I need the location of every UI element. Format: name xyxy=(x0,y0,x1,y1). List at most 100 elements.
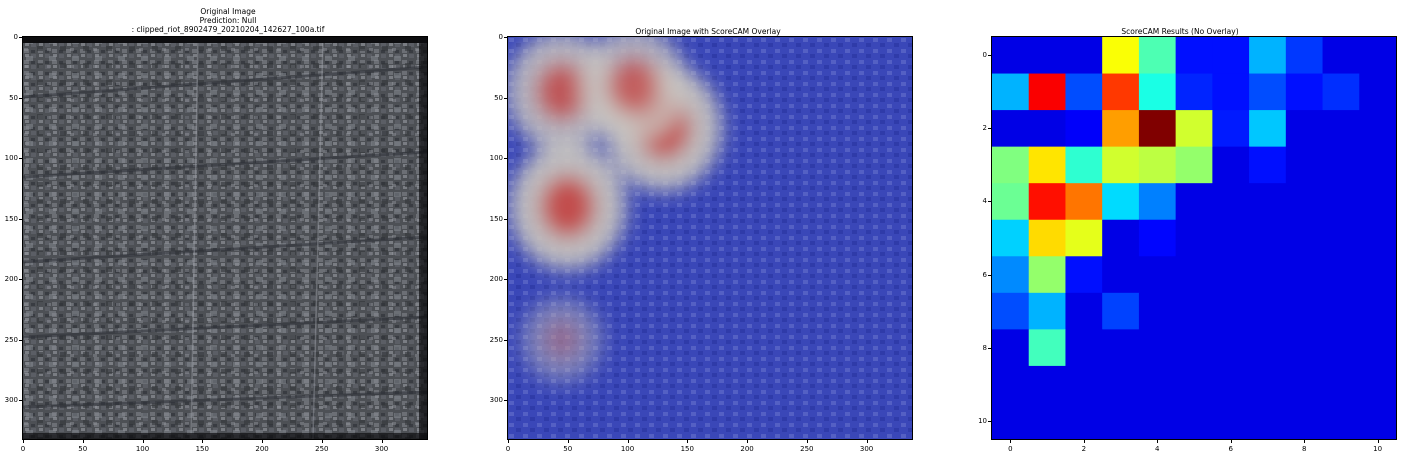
heatmap-cell xyxy=(1102,73,1140,111)
hotspot-core xyxy=(535,62,588,121)
x-tick-label: 0 xyxy=(505,445,511,453)
x-tick-mark xyxy=(1010,440,1012,443)
heatmap-cell xyxy=(1028,329,1066,367)
heatmap-cell xyxy=(1028,146,1066,184)
heatmap-cell xyxy=(1028,73,1066,111)
y-tick-mark xyxy=(19,97,22,99)
heatmap-cell xyxy=(1212,292,1250,330)
x-tick-mark xyxy=(1230,440,1232,443)
heatmap-cell xyxy=(1249,37,1287,75)
heatmap-cell xyxy=(1285,183,1324,221)
heatmap-cell xyxy=(1065,329,1103,367)
heatmap-cell xyxy=(1212,110,1250,148)
x-tick-mark xyxy=(687,440,689,443)
heatmap-cell xyxy=(1138,183,1177,221)
y-tick-mark xyxy=(504,37,507,38)
x-tick-mark xyxy=(567,440,569,443)
original-image-axes xyxy=(22,36,428,440)
y-tick-mark xyxy=(19,218,22,220)
heatmap-cell xyxy=(1138,146,1177,184)
heatmap-cell xyxy=(1359,110,1396,148)
y-tick-label: 100 xyxy=(4,154,18,163)
heatmap-cell xyxy=(1249,110,1287,148)
x-tick-mark xyxy=(627,440,629,443)
heatmap-cell xyxy=(1175,183,1213,221)
y-tick-label: 200 xyxy=(4,275,18,284)
heatmap-cell xyxy=(1102,110,1140,148)
y-tick-label: 300 xyxy=(4,396,18,405)
heatmap-cell xyxy=(1028,402,1066,439)
y-tick-mark xyxy=(988,274,991,276)
heatmap-cell xyxy=(1212,402,1250,439)
original-title-line-3: : clipped_riot_8902479_20210204_142627_1… xyxy=(131,25,325,34)
y-tick-label: 250 xyxy=(4,335,18,344)
heatmap-cell xyxy=(1249,146,1287,184)
heatmap-cell xyxy=(1285,365,1324,403)
heatmap-cell xyxy=(1175,365,1213,403)
x-tick-label: 100 xyxy=(135,445,150,453)
heatmap-cell xyxy=(1138,329,1177,367)
y-tick-label: 6 xyxy=(982,270,987,279)
y-tick-mark xyxy=(988,55,991,57)
x-tick-mark xyxy=(1157,440,1159,443)
heatmap-axes xyxy=(991,36,1397,440)
heatmap-cell xyxy=(1138,402,1177,439)
x-tick-label: 10 xyxy=(1373,445,1383,453)
heatmap-cell xyxy=(1249,256,1287,294)
heatmap-cell xyxy=(1065,402,1103,439)
x-tick-mark xyxy=(321,440,323,443)
x-tick-mark xyxy=(508,440,509,443)
x-tick-mark xyxy=(23,440,24,443)
heatmap-cell xyxy=(1102,402,1140,439)
y-tick-label: 0 xyxy=(498,33,503,41)
heatmap-cell xyxy=(1322,73,1360,111)
heatmap-cell xyxy=(1212,146,1250,184)
heatmap-cell xyxy=(992,256,1030,294)
heatmap-cell xyxy=(1359,292,1396,330)
heatmap-cell xyxy=(1285,292,1324,330)
heatmap-cell xyxy=(1322,402,1360,439)
x-tick-label: 8 xyxy=(1301,445,1307,453)
heatmap-cell xyxy=(1175,292,1213,330)
y-tick-label: 2 xyxy=(982,124,987,133)
heatmap-cell xyxy=(1212,183,1250,221)
x-tick-label: 150 xyxy=(680,445,694,453)
heatmap-cell xyxy=(1359,402,1396,439)
x-tick-label: 200 xyxy=(255,445,269,453)
x-tick-label: 250 xyxy=(800,445,814,453)
heatmap-cell xyxy=(1065,183,1103,221)
heatmap-cell xyxy=(1102,256,1140,294)
heatmap-cell xyxy=(1322,219,1360,257)
heatmap-cell xyxy=(1028,37,1066,75)
heatmap-cell xyxy=(1028,365,1066,403)
x-tick-label: 50 xyxy=(563,445,573,453)
heatmap-cell xyxy=(1102,292,1140,330)
x-tick-label: 0 xyxy=(1008,445,1013,453)
heatmap-cell xyxy=(1175,329,1213,367)
y-tick-label: 300 xyxy=(489,396,503,405)
heatmap-cell xyxy=(1212,256,1250,294)
x-tick-mark xyxy=(747,440,749,443)
x-tick-mark xyxy=(262,440,264,443)
x-tick-label: 6 xyxy=(1228,445,1233,453)
heatmap-cell xyxy=(1138,110,1177,148)
y-tick-mark xyxy=(504,339,507,341)
heatmap-cell xyxy=(992,365,1030,403)
heatmap-cell xyxy=(1065,219,1103,257)
heatmap-cell xyxy=(1322,146,1360,184)
heatmap-cell xyxy=(1285,329,1324,367)
heatmap-title: ScoreCAM Results (No Overlay) xyxy=(1121,27,1239,36)
heatmap-cell xyxy=(1285,110,1324,148)
y-tick-mark xyxy=(504,97,507,99)
heatmap-cell xyxy=(992,146,1030,184)
heatmap-cell xyxy=(1322,37,1360,75)
heatmap-cell xyxy=(1102,365,1140,403)
heatmap-cell xyxy=(1285,402,1324,439)
y-tick-label: 0 xyxy=(982,51,987,60)
heatmap-cell xyxy=(992,402,1030,439)
hotspot-core xyxy=(542,319,581,361)
heatmap-cell xyxy=(1359,219,1396,257)
y-tick-mark xyxy=(19,339,22,341)
x-tick-mark xyxy=(1304,440,1306,443)
x-tick-mark xyxy=(1377,440,1379,443)
